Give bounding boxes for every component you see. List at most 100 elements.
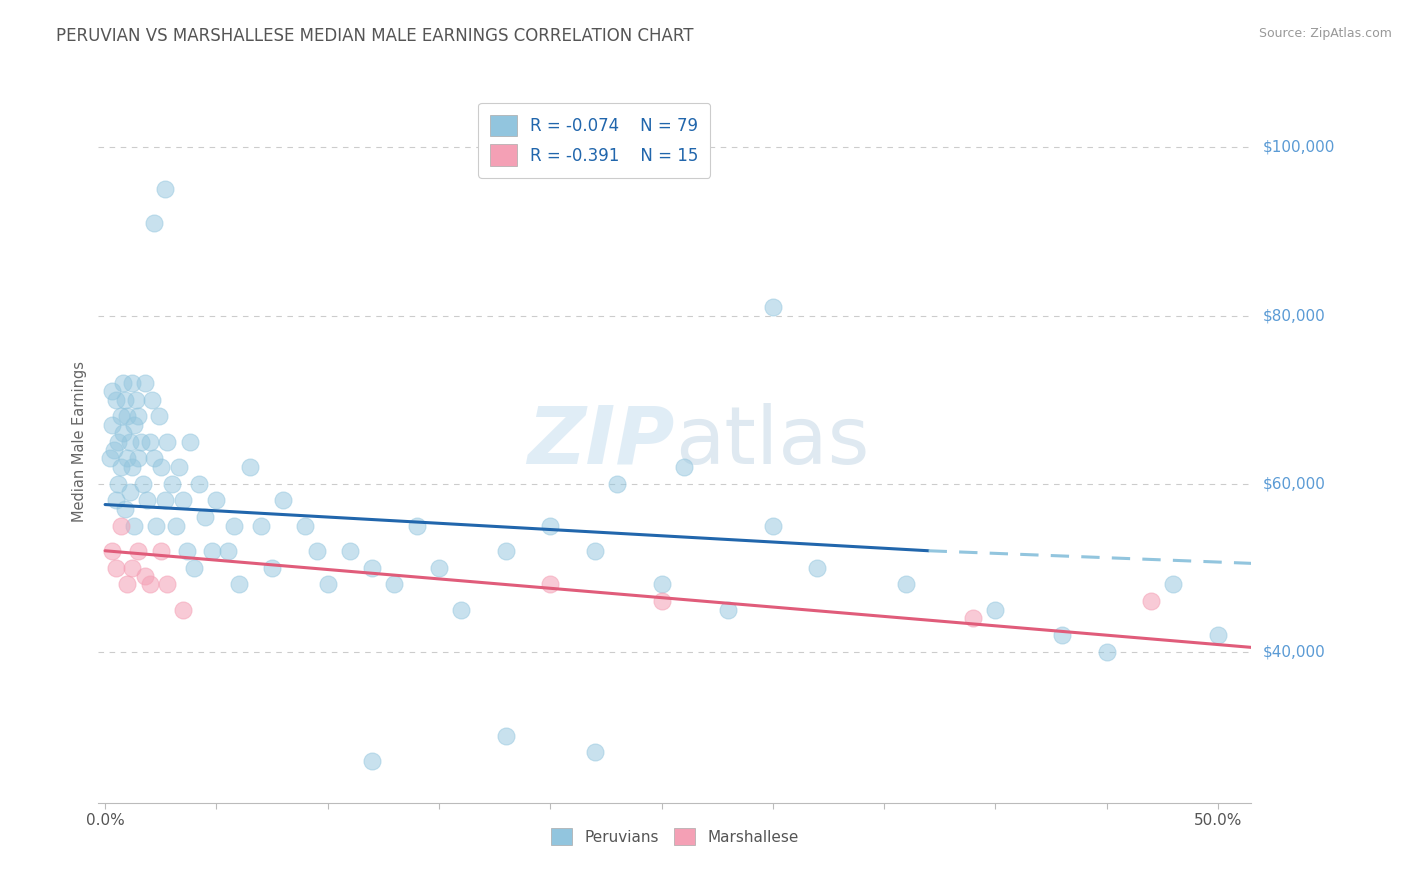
Point [132, 476, 155, 491]
Point [450, 602, 472, 616]
Point [118, 485, 141, 500]
Point [583, 745, 606, 759]
Point [160, 476, 183, 491]
Point [201, 543, 224, 558]
Text: $60,000: $60,000 [1263, 476, 1326, 491]
Text: $80,000: $80,000 [1263, 308, 1326, 323]
Point [271, 493, 294, 508]
Point [156, 577, 179, 591]
Point [427, 560, 450, 574]
Point [316, 577, 339, 591]
Point [1206, 628, 1229, 642]
Point [495, 543, 517, 558]
Point [121, 459, 143, 474]
Point [114, 501, 136, 516]
Point [156, 434, 179, 449]
Y-axis label: Median Male Earnings: Median Male Earnings [72, 361, 87, 522]
Point [651, 577, 673, 591]
Point [105, 493, 128, 508]
Point [103, 442, 125, 457]
Text: $100,000: $100,000 [1263, 140, 1334, 155]
Point [762, 518, 785, 533]
Point [1140, 594, 1163, 608]
Point [250, 518, 273, 533]
Point [129, 434, 152, 449]
Text: ZIP: ZIP [527, 402, 675, 481]
Point [606, 476, 628, 491]
Point [107, 476, 129, 491]
Point [107, 434, 129, 449]
Point [100, 417, 122, 432]
Point [717, 602, 740, 616]
Text: Source: ZipAtlas.com: Source: ZipAtlas.com [1258, 27, 1392, 40]
Point [495, 729, 517, 743]
Point [125, 392, 148, 407]
Point [217, 543, 239, 558]
Point [141, 392, 163, 407]
Point [538, 577, 561, 591]
Text: PERUVIAN VS MARSHALLESE MEDIAN MALE EARNINGS CORRELATION CHART: PERUVIAN VS MARSHALLESE MEDIAN MALE EARN… [56, 27, 693, 45]
Point [194, 510, 217, 524]
Point [134, 569, 156, 583]
Point [1163, 577, 1185, 591]
Point [183, 560, 205, 574]
Point [224, 518, 246, 533]
Point [806, 560, 828, 574]
Point [118, 434, 141, 449]
Point [143, 216, 166, 230]
Point [111, 376, 134, 390]
Point [228, 577, 250, 591]
Point [305, 543, 328, 558]
Point [143, 451, 166, 466]
Point [172, 493, 194, 508]
Point [405, 518, 427, 533]
Point [117, 577, 139, 591]
Point [149, 543, 172, 558]
Point [384, 577, 406, 591]
Point [205, 493, 228, 508]
Point [134, 376, 156, 390]
Point [339, 543, 361, 558]
Point [165, 518, 187, 533]
Point [153, 493, 176, 508]
Point [121, 376, 143, 390]
Point [100, 543, 122, 558]
Point [127, 543, 149, 558]
Point [117, 409, 139, 424]
Point [114, 392, 136, 407]
Point [538, 518, 561, 533]
Point [127, 409, 149, 424]
Point [361, 754, 384, 768]
Point [179, 434, 201, 449]
Point [187, 476, 209, 491]
Point [145, 518, 167, 533]
Point [583, 543, 606, 558]
Point [122, 518, 145, 533]
Point [138, 577, 160, 591]
Point [294, 518, 316, 533]
Point [176, 543, 198, 558]
Point [239, 459, 262, 474]
Point [148, 409, 170, 424]
Point [105, 392, 128, 407]
Point [110, 409, 132, 424]
Point [136, 493, 159, 508]
Point [962, 611, 984, 625]
Point [98, 451, 121, 466]
Point [149, 459, 172, 474]
Point [110, 459, 132, 474]
Point [762, 300, 785, 314]
Legend: Peruvians, Marshallese: Peruvians, Marshallese [543, 820, 807, 853]
Point [127, 451, 149, 466]
Text: atlas: atlas [675, 402, 869, 481]
Point [100, 384, 122, 398]
Point [122, 417, 145, 432]
Point [984, 602, 1007, 616]
Point [1050, 628, 1073, 642]
Point [121, 560, 143, 574]
Point [361, 560, 384, 574]
Point [117, 451, 139, 466]
Point [260, 560, 283, 574]
Point [896, 577, 918, 591]
Point [672, 459, 695, 474]
